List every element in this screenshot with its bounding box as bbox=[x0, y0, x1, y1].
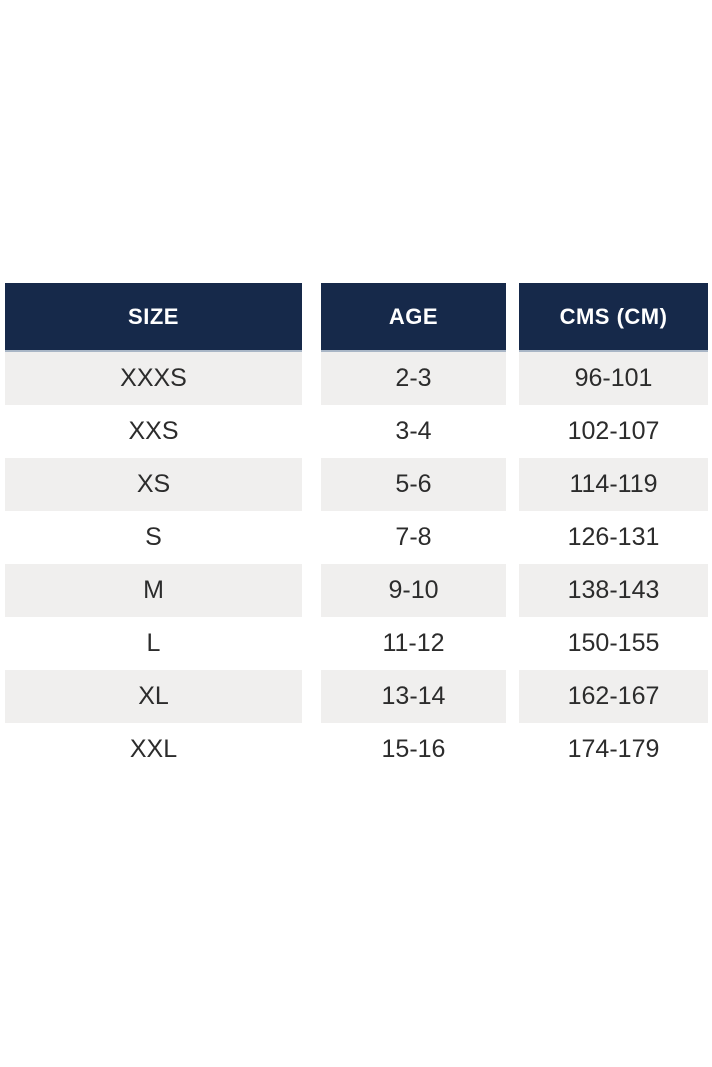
column-header-cms: CMS (CM) bbox=[519, 283, 708, 352]
cms-cell: 126-131 bbox=[519, 511, 708, 564]
size-cell: M bbox=[5, 564, 302, 617]
age-cell: 7-8 bbox=[321, 511, 506, 564]
column-size: SIZE XXXS XXS XS S M L XL XXL bbox=[5, 283, 302, 776]
age-cell: 5-6 bbox=[321, 458, 506, 511]
size-cell: S bbox=[5, 511, 302, 564]
age-cell: 13-14 bbox=[321, 670, 506, 723]
cms-cell: 162-167 bbox=[519, 670, 708, 723]
column-cms: CMS (CM) 96-101 102-107 114-119 126-131 … bbox=[519, 283, 708, 776]
age-cell: 15-16 bbox=[321, 723, 506, 776]
age-cell: 9-10 bbox=[321, 564, 506, 617]
column-header-size: SIZE bbox=[5, 283, 302, 352]
age-cell: 2-3 bbox=[321, 352, 506, 405]
size-cell: XL bbox=[5, 670, 302, 723]
cms-cell: 138-143 bbox=[519, 564, 708, 617]
cms-cell: 174-179 bbox=[519, 723, 708, 776]
cms-cell: 150-155 bbox=[519, 617, 708, 670]
cms-cell: 102-107 bbox=[519, 405, 708, 458]
age-cell: 3-4 bbox=[321, 405, 506, 458]
column-age: AGE 2-3 3-4 5-6 7-8 9-10 11-12 13-14 15-… bbox=[321, 283, 506, 776]
size-chart-table: SIZE XXXS XXS XS S M L XL XXL AGE 2-3 3-… bbox=[5, 283, 708, 776]
cms-cell: 96-101 bbox=[519, 352, 708, 405]
size-cell: XXXS bbox=[5, 352, 302, 405]
size-cell: XS bbox=[5, 458, 302, 511]
size-cell: XXL bbox=[5, 723, 302, 776]
column-header-age: AGE bbox=[321, 283, 506, 352]
cms-cell: 114-119 bbox=[519, 458, 708, 511]
age-cell: 11-12 bbox=[321, 617, 506, 670]
size-cell: L bbox=[5, 617, 302, 670]
size-cell: XXS bbox=[5, 405, 302, 458]
